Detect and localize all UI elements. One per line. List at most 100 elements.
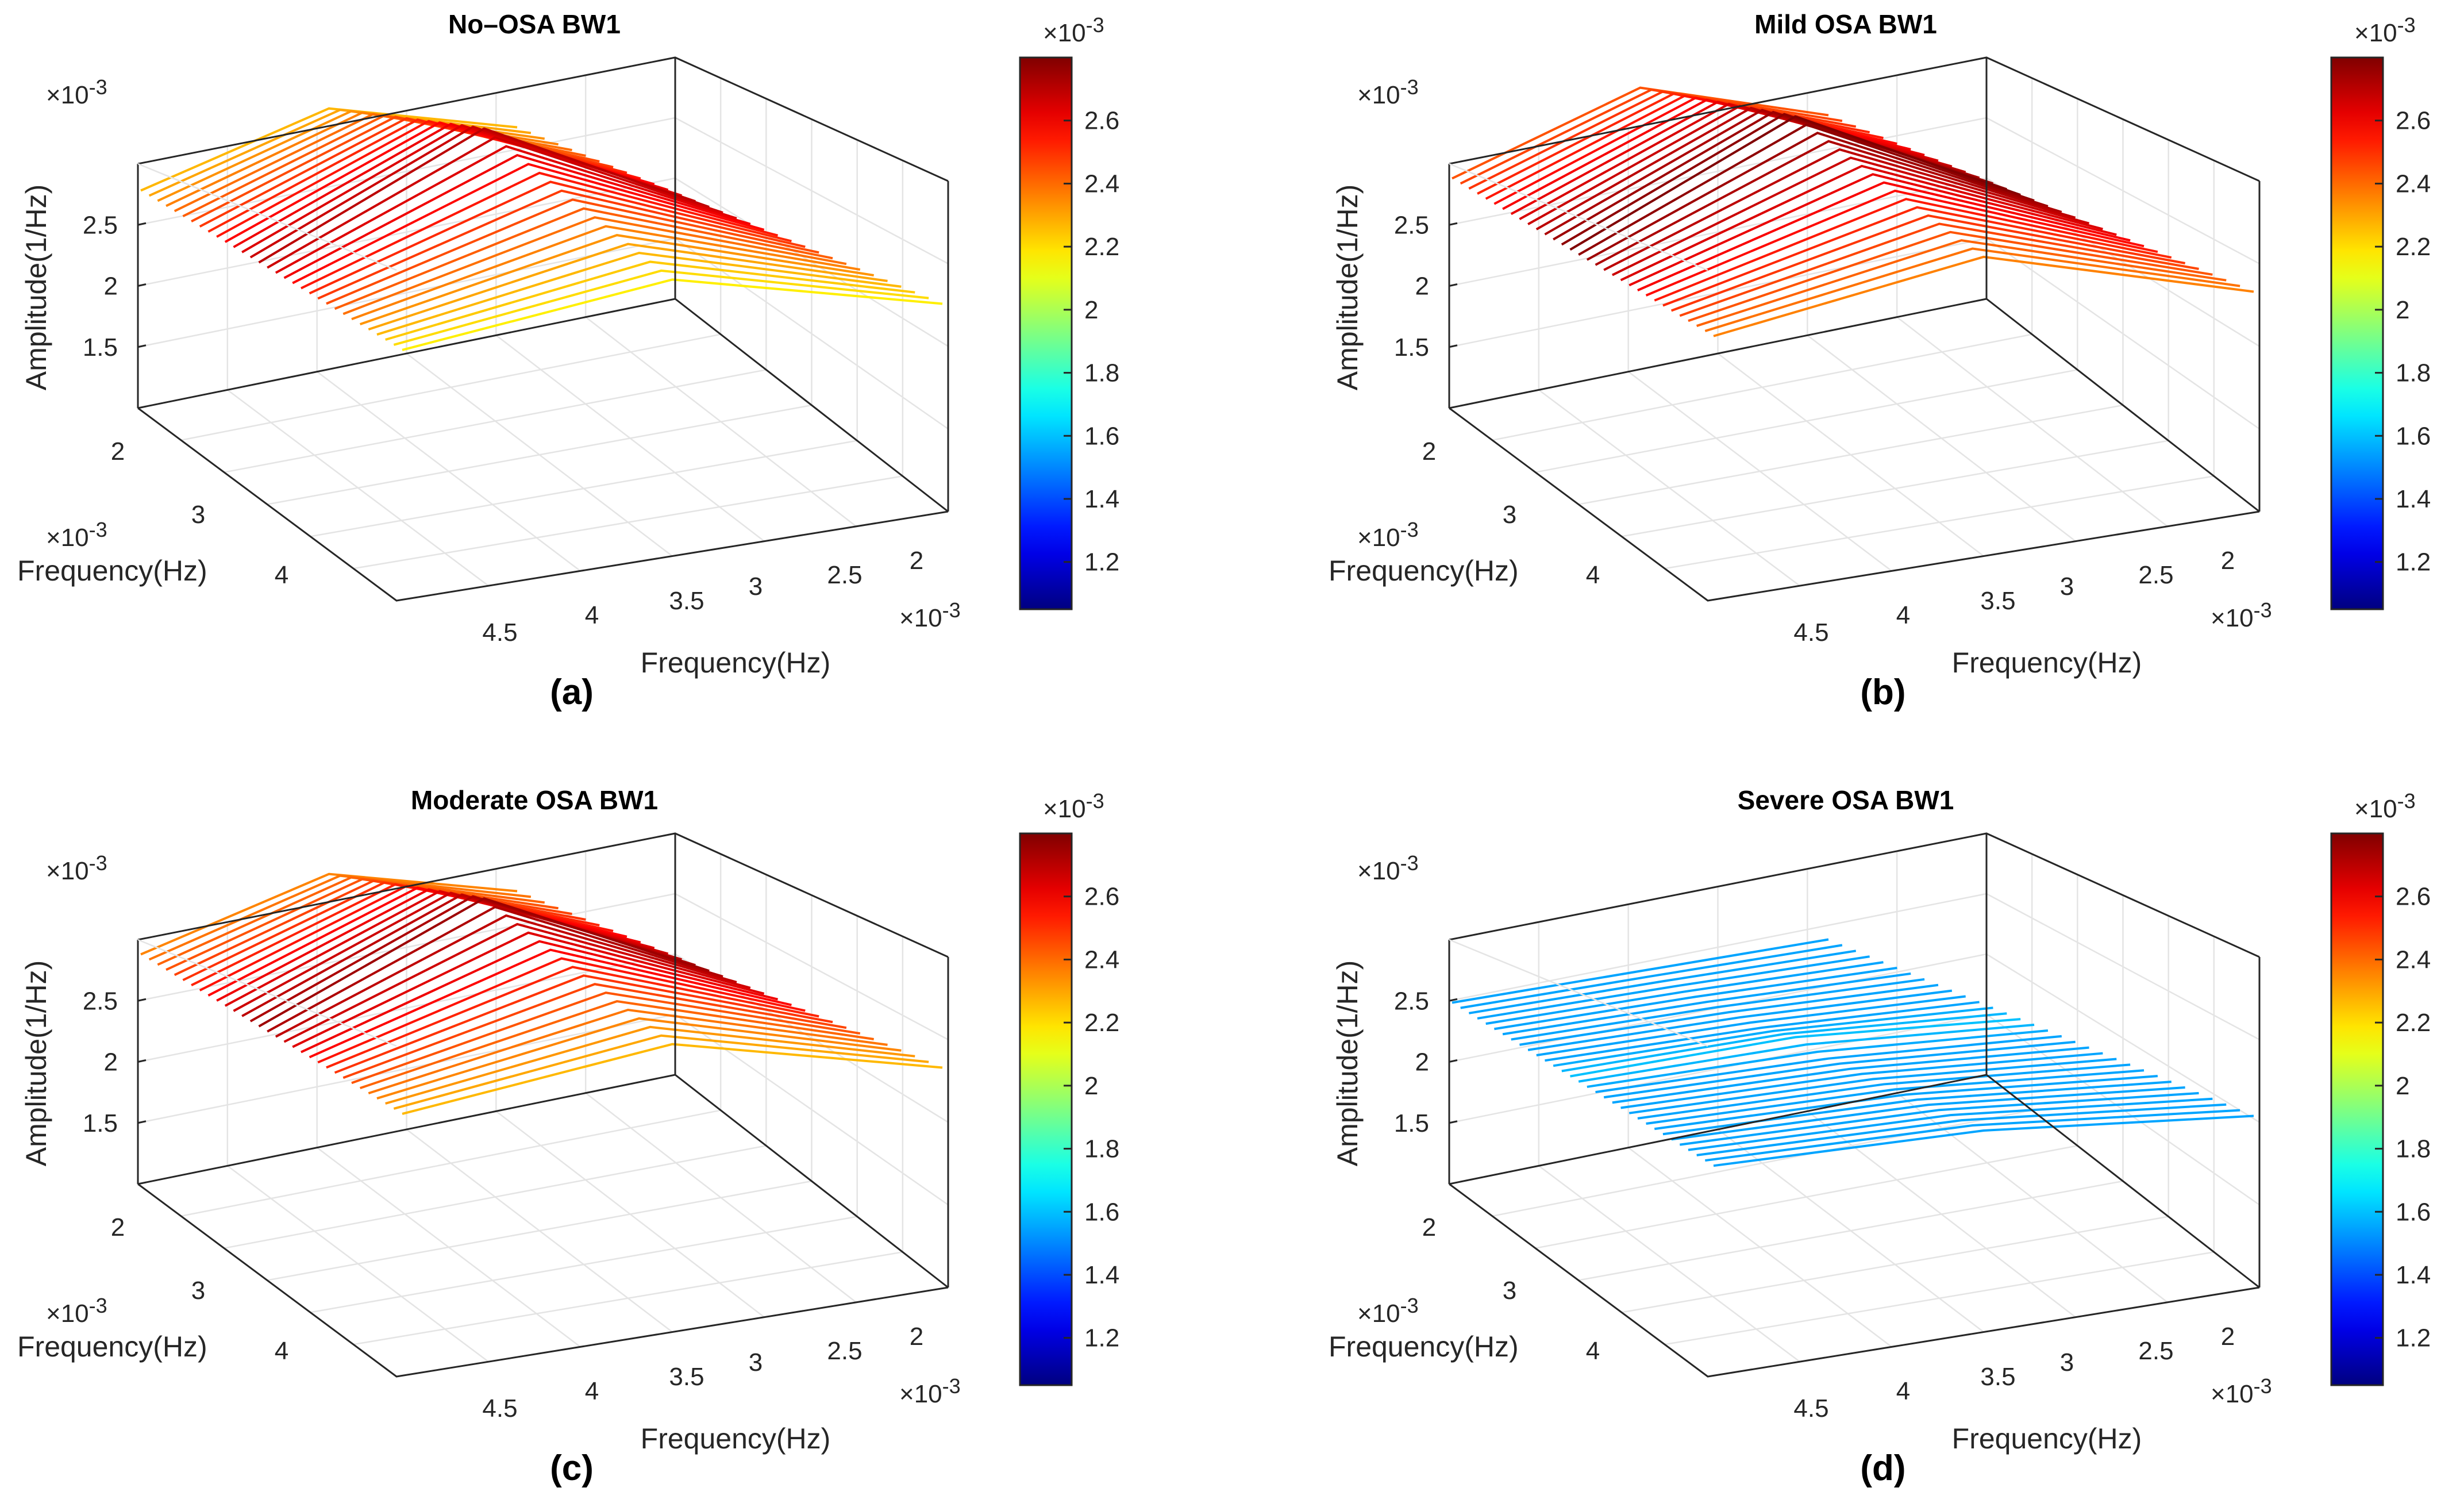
axis-line	[137, 1183, 949, 1378]
colorbar-tick-label: 1.4	[1084, 485, 1119, 513]
y-tick-label: 3	[191, 501, 205, 529]
axis-line	[1449, 1183, 2260, 1378]
surface-line	[1646, 1069, 2145, 1125]
colorbar-tick-label: 1.8	[2396, 1135, 2431, 1163]
surface-line	[1688, 1097, 2213, 1151]
z-tick-label: 2	[104, 272, 118, 301]
grid-line	[353, 475, 903, 570]
surface-line	[1680, 1091, 2199, 1146]
z-tick	[1449, 222, 1458, 226]
surface-line	[1603, 1040, 2076, 1099]
colorbar-tick-label: 1.8	[2396, 359, 2431, 387]
surface-line	[1569, 115, 2021, 251]
z-axis-label: Amplitude(1/Hz)	[20, 960, 52, 1166]
surface-line	[1654, 1075, 2158, 1131]
grid-line	[1896, 316, 2168, 527]
grid-line	[495, 335, 765, 542]
grid-line	[1449, 163, 1708, 271]
surface-line	[342, 216, 847, 316]
z-tick	[137, 222, 147, 226]
panels: No–OSA BW1 1.5 2 2.5 ×10-3 Amplitude(1/Hz) 2 3 4…	[17, 9, 2431, 1488]
x-tick-label: 2	[910, 547, 923, 575]
grid-line	[1449, 939, 1708, 1047]
z-tick-label: 2.5	[83, 211, 118, 239]
surface-line	[1469, 950, 1857, 1014]
grid-line	[585, 316, 857, 527]
z-tick-label: 2	[1415, 272, 1429, 301]
surface-line	[1545, 1001, 1980, 1062]
surface-line	[283, 922, 751, 1043]
y-tick-label: 4	[275, 561, 288, 589]
surface-line	[1553, 1006, 1993, 1067]
grid-line	[585, 1092, 857, 1303]
axis-line	[1449, 298, 2260, 513]
surface-line	[334, 207, 833, 310]
surface-line	[1519, 983, 1939, 1046]
x-tick-label: 3	[2060, 572, 2074, 601]
z-tick-label: 1.5	[83, 333, 118, 362]
axis-line	[1449, 1074, 2260, 1289]
x-tick-label: 2.5	[827, 561, 862, 589]
colorbar-tick-label: 2	[1084, 296, 1098, 324]
surface-line	[1612, 1046, 2089, 1104]
surface-line	[1561, 1012, 2007, 1073]
panel-label: (c)	[550, 1448, 594, 1488]
grid-line	[1621, 440, 2169, 537]
z-axis-label: Amplitude(1/Hz)	[1331, 960, 1364, 1166]
axis-line	[137, 407, 949, 602]
colorbar-tick-label: 1.8	[1084, 359, 1119, 387]
x-tick-label: 4.5	[1793, 618, 1828, 647]
z-tick-label: 2.5	[1394, 987, 1429, 1015]
surface-line	[148, 109, 532, 197]
grid-line	[1807, 335, 2076, 542]
x-axis-label: Frequency(Hz)	[1952, 647, 2142, 679]
grid-line	[137, 1013, 949, 1206]
surface-line	[1713, 1114, 2254, 1167]
y-tick-label: 3	[191, 1277, 205, 1305]
surface-line	[1696, 239, 2227, 327]
z-tick-label: 1.5	[1394, 1109, 1429, 1137]
surface-line	[1654, 198, 2158, 302]
x-tick-label: 2.5	[2138, 1337, 2173, 1365]
x-exponent: ×10-3	[899, 598, 961, 632]
colorbar-exponent: ×10-3	[2354, 13, 2416, 47]
surface-line	[283, 153, 751, 279]
surface-line	[402, 1043, 943, 1115]
y-tick-label: 2	[111, 1213, 125, 1241]
surface-line	[351, 991, 861, 1085]
z-exponent: ×10-3	[1357, 851, 1419, 885]
surface-line	[1502, 972, 1911, 1036]
surface-line	[207, 118, 627, 233]
surface-line	[1645, 189, 2145, 297]
z-tick-label: 1.5	[1394, 333, 1429, 362]
surface-line	[1595, 1035, 2062, 1094]
x-axis-label: Frequency(Hz)	[1952, 1423, 2142, 1455]
surface-line	[148, 874, 532, 961]
x-tick-label: 2	[2221, 1323, 2235, 1351]
z-tick	[137, 1059, 147, 1063]
colorbar-tick-label: 2.4	[2396, 170, 2431, 198]
colorbar	[2330, 832, 2384, 1386]
z-exponent: ×10-3	[46, 75, 107, 109]
surface-line	[1688, 230, 2213, 322]
surface-line	[1586, 132, 2049, 261]
colorbar-tick-label: 2	[2396, 296, 2409, 324]
surface-line	[1671, 1086, 2185, 1141]
axis-line	[137, 56, 949, 182]
grid-line	[137, 939, 397, 1047]
surface-line	[1628, 1058, 2117, 1114]
surface-line	[368, 243, 888, 331]
surface-line	[1452, 938, 1829, 1004]
chart-panel-3: Severe OSA BW1 1.5 2 2.5 ×10-3 Amplitude(1/Hz…	[1329, 785, 2431, 1488]
z-axis-label: Amplitude(1/Hz)	[20, 184, 52, 390]
surface-line	[292, 931, 765, 1048]
surface-line	[309, 948, 792, 1059]
z-tick	[1449, 1120, 1458, 1124]
x-exponent: ×10-3	[2211, 598, 2272, 632]
x-tick-label: 2.5	[827, 1337, 862, 1365]
surface-line	[1511, 978, 1925, 1041]
x-tick-label: 4	[1896, 601, 1910, 629]
y-tick-label: 4	[1586, 1337, 1600, 1365]
surface-line	[140, 107, 518, 192]
surface-line	[376, 251, 902, 336]
